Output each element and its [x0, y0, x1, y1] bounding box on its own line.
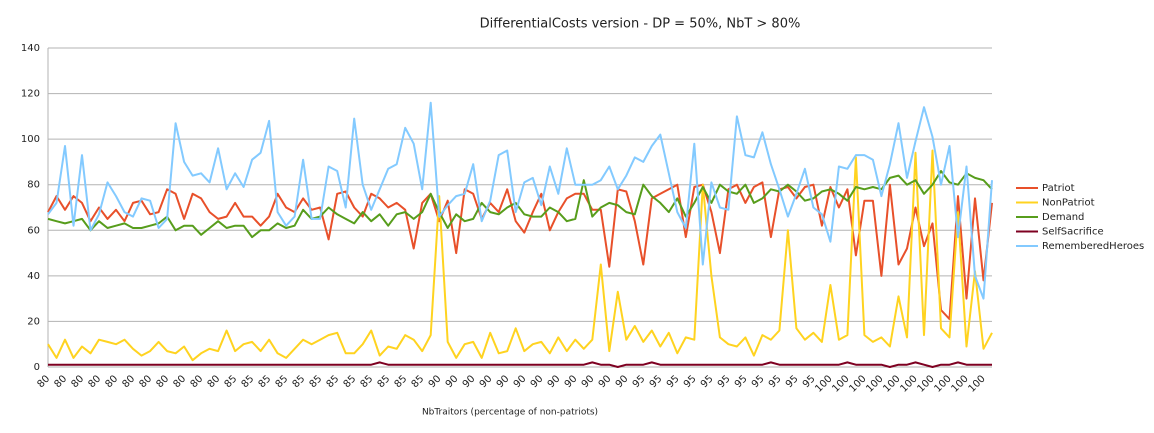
x-tick-label: 90: [563, 373, 580, 390]
x-tick-label: 95: [784, 373, 801, 390]
x-tick-label: 100: [915, 373, 936, 394]
x-tick-label: 80: [35, 373, 52, 390]
y-tick-label: 20: [27, 316, 40, 327]
x-tick-label: 85: [342, 373, 359, 390]
legend-label: NonPatriot: [1042, 198, 1095, 209]
y-tick-label: 40: [27, 271, 40, 282]
series-line: [47, 149, 993, 362]
x-tick-label: 85: [257, 373, 274, 390]
x-tick-label: 95: [648, 373, 665, 390]
y-tick-label: 140: [21, 43, 40, 54]
x-tick-label: 90: [495, 373, 512, 390]
x-tick-label: 95: [750, 373, 767, 390]
x-tick-label: 100: [898, 373, 919, 394]
x-tick-label: 80: [206, 373, 223, 390]
x-tick-label: 90: [512, 373, 529, 390]
y-tick-label: 120: [21, 89, 40, 100]
x-tick-label: 90: [597, 373, 614, 390]
x-tick-label: 100: [949, 373, 970, 394]
x-tick-label: 95: [767, 373, 784, 390]
x-tick-label: 95: [631, 373, 648, 390]
x-tick-label: 80: [172, 373, 189, 390]
x-tick-label: 85: [291, 373, 308, 390]
chart-title: DifferentialCosts version - DP = 50%, Nb…: [480, 17, 801, 32]
legend-label: Demand: [1042, 212, 1084, 223]
x-tick-label: 100: [881, 373, 902, 394]
legend-label: RememberedHeroes: [1042, 241, 1144, 252]
x-tick-label: 90: [580, 373, 597, 390]
x-tick-label: 100: [813, 373, 834, 394]
x-tick-label: 80: [189, 373, 206, 390]
x-tick-label: 95: [682, 373, 699, 390]
series-line: [48, 361, 992, 368]
x-tick-label: 100: [932, 373, 953, 394]
x-tick-label: 90: [529, 373, 546, 390]
x-tick-label: 90: [444, 373, 461, 390]
x-tick-label: 85: [376, 373, 393, 390]
y-tick-label: 80: [27, 180, 40, 191]
y-tick-label: 60: [27, 225, 40, 236]
x-tick-label: 85: [274, 373, 291, 390]
x-tick-label: 90: [546, 373, 563, 390]
x-tick-label: 100: [864, 373, 885, 394]
x-tick-label: 85: [325, 373, 342, 390]
y-tick-label: 100: [21, 134, 40, 145]
series-line: [47, 181, 993, 321]
x-tick-label: 85: [240, 373, 257, 390]
x-tick-label: 100: [847, 373, 868, 394]
legend-label: Patriot: [1042, 183, 1075, 194]
x-tick-label: 80: [103, 373, 120, 390]
x-tick-label: 100: [830, 373, 851, 394]
x-tick-label: 85: [393, 373, 410, 390]
x-tick-label: 95: [733, 373, 750, 390]
x-tick-label: 80: [86, 373, 103, 390]
x-tick-label: 90: [478, 373, 495, 390]
x-tick-label: 85: [410, 373, 427, 390]
x-tick-label: 90: [427, 373, 444, 390]
x-tick-label: 90: [461, 373, 478, 390]
x-tick-label: 80: [138, 373, 155, 390]
y-tick-label: 0: [34, 362, 40, 373]
x-tick-label: 85: [223, 373, 240, 390]
x-tick-label: 95: [665, 373, 682, 390]
legend-label: SelfSacrifice: [1042, 227, 1104, 238]
x-tick-label: 80: [121, 373, 138, 390]
x-axis-label: NbTraitors (percentage of non-patriots): [422, 408, 598, 418]
x-tick-label: 85: [359, 373, 376, 390]
series-line: [47, 101, 993, 300]
x-tick-label: 80: [52, 373, 69, 390]
x-tick-label: 100: [966, 373, 987, 394]
series-line: [47, 170, 993, 239]
x-tick-label: 85: [308, 373, 325, 390]
x-tick-label: 80: [69, 373, 86, 390]
x-tick-label: 95: [699, 373, 716, 390]
x-tick-label: 80: [155, 373, 172, 390]
x-tick-label: 90: [614, 373, 631, 390]
x-tick-label: 95: [716, 373, 733, 390]
